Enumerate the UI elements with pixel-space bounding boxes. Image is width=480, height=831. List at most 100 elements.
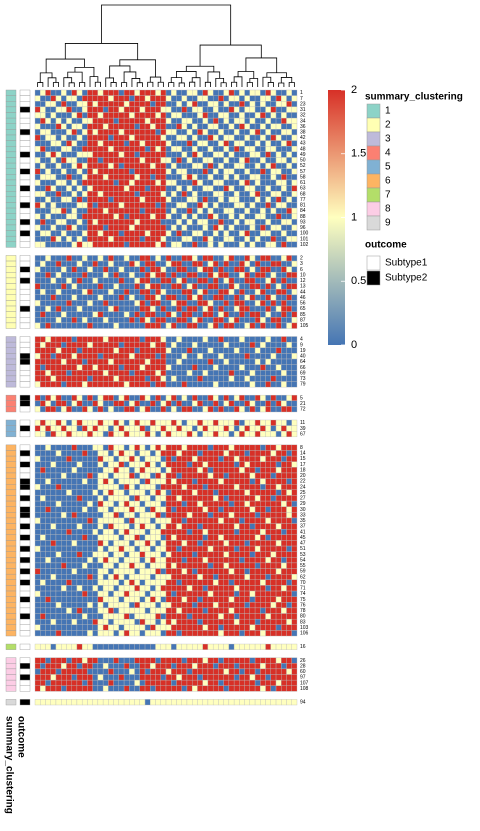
heatmap-cell (176, 255, 182, 262)
heatmap-cell (281, 117, 287, 124)
heatmap-cell (223, 484, 230, 491)
heatmap-cell (123, 602, 130, 609)
heatmap-cell (87, 523, 93, 530)
heatmap-cell (244, 255, 251, 262)
heatmap-cell (139, 573, 146, 580)
heatmap-cell (197, 283, 203, 290)
heatmap-cell (108, 129, 114, 136)
heatmap-cell (92, 288, 99, 295)
row-label: 37 (300, 524, 306, 530)
heatmap-cell (123, 179, 130, 186)
heatmap-cell (286, 277, 292, 284)
heatmap-cell (244, 517, 251, 524)
heatmap-cell (66, 179, 72, 186)
heatmap-cell (249, 657, 256, 664)
heatmap-cell (223, 224, 230, 231)
heatmap-cell (244, 168, 251, 175)
heatmap-cell (233, 489, 240, 496)
heatmap-cell (165, 157, 172, 164)
heatmap-cell (123, 236, 130, 242)
outcome-annotation (19, 545, 31, 552)
heatmap-cell (34, 146, 41, 153)
heatmap-cell (270, 668, 277, 675)
heatmap-cell (244, 288, 251, 295)
heatmap-cell (55, 179, 62, 186)
heatmap-cell (150, 489, 156, 496)
heatmap-cell (254, 540, 261, 547)
heatmap-cell (192, 117, 198, 124)
heatmap-cell (144, 472, 151, 479)
heatmap-cell (134, 174, 140, 181)
heatmap-cell (291, 101, 298, 108)
heatmap-cell (270, 255, 277, 262)
heatmap-cell (171, 506, 177, 513)
heatmap-cell (212, 557, 219, 564)
heatmap-cell (118, 162, 125, 169)
heatmap-cell (192, 341, 198, 348)
heatmap-cell (102, 425, 109, 432)
heatmap-cell (129, 140, 135, 147)
heatmap-cell (286, 568, 292, 575)
heatmap-cell (176, 624, 182, 631)
heatmap-cell (123, 364, 130, 371)
heatmap-cell (55, 202, 62, 209)
heatmap-cell (192, 394, 198, 401)
heatmap-cell (45, 106, 51, 113)
heatmap-cell (254, 219, 261, 226)
heatmap-cell (97, 495, 104, 502)
heatmap-cell (139, 241, 146, 248)
heatmap-cell (45, 579, 51, 586)
heatmap-cell (192, 500, 198, 507)
heatmap-cell (207, 174, 214, 181)
heatmap-cell (71, 375, 78, 382)
heatmap-cell (207, 272, 214, 279)
heatmap-cell (275, 236, 282, 242)
heatmap-cell (66, 191, 72, 198)
heatmap-cell (286, 562, 292, 569)
heatmap-cell (45, 255, 51, 262)
heatmap-cell (233, 557, 240, 564)
heatmap-cell (144, 305, 151, 312)
heatmap-cell (76, 162, 83, 169)
heatmap-cell (181, 523, 188, 530)
heatmap-cell (81, 151, 88, 158)
row-label: 100 (300, 231, 309, 237)
heatmap-cell (244, 236, 251, 242)
heatmap-cell (197, 517, 203, 524)
heatmap-cell (165, 364, 172, 371)
heatmap-cell (113, 134, 120, 141)
heatmap-cell (76, 394, 83, 401)
heatmap-cell (81, 157, 88, 164)
heatmap-cell (61, 277, 67, 284)
heatmap-cell (40, 534, 46, 541)
heatmap-cell (249, 288, 256, 295)
heatmap-cell (291, 607, 298, 614)
heatmap-cell (254, 101, 261, 108)
heatmap-cell (50, 394, 57, 401)
heatmap-cell (192, 300, 198, 307)
heatmap-cell (165, 643, 172, 650)
heatmap-cell (197, 551, 203, 558)
heatmap-cell (233, 478, 240, 485)
heatmap-cell (155, 140, 161, 147)
outcome-annotation (19, 406, 31, 413)
row-label: 77 (300, 197, 306, 203)
heatmap-cell (275, 455, 282, 462)
heatmap-cell (233, 101, 240, 108)
heatmap-cell (212, 568, 219, 575)
heatmap-cell (197, 322, 203, 329)
heatmap-cell (45, 213, 51, 220)
heatmap-cell (181, 277, 188, 284)
heatmap-cell (113, 112, 120, 119)
heatmap-cell (291, 400, 298, 407)
heatmap-cell (265, 596, 271, 603)
heatmap-cell (45, 101, 51, 108)
heatmap-cell (249, 179, 256, 186)
heatmap-cell (218, 450, 224, 457)
heatmap-cell (254, 450, 261, 457)
heatmap-cell (186, 467, 193, 474)
heatmap-cell (87, 112, 93, 119)
heatmap-cell (34, 255, 41, 262)
heatmap-cell (102, 129, 109, 136)
heatmap-cell (97, 157, 104, 164)
